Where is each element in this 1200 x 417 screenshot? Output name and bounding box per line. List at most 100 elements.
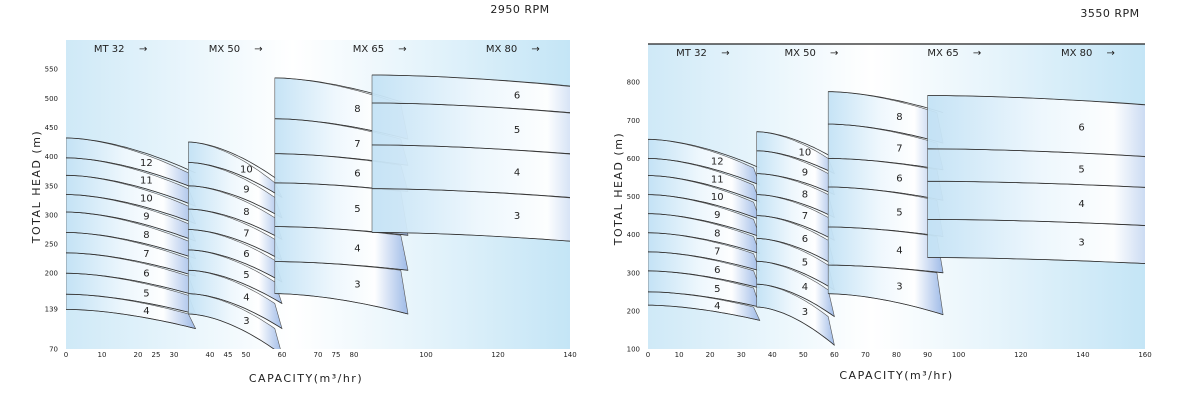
x-tick-label: 30 [737, 351, 746, 359]
series-header-arrow-icon: → [139, 44, 147, 55]
x-tick-label: 70 [314, 351, 323, 359]
mx-65-stage-label: 6 [354, 168, 360, 179]
mt-32-stage-label: 7 [143, 249, 149, 260]
curves-group [66, 74, 570, 349]
x-tick-label: 10 [675, 351, 684, 359]
y-tick-label: 600 [627, 155, 640, 163]
y-tick-label: 800 [627, 79, 640, 87]
mx-65-curve-top [828, 91, 944, 113]
mx-50-curve-10 [756, 150, 835, 174]
y-tick-label: 550 [45, 66, 58, 74]
mx-50-stage-label: 5 [243, 270, 249, 281]
y-tick-label: 500 [627, 193, 640, 201]
mx-65-stage-label: 8 [896, 112, 902, 123]
mx-80-stage-label: 5 [1078, 164, 1084, 175]
mx-50-curve-9 [188, 185, 283, 219]
mx-50-curve-6 [756, 238, 835, 266]
mt-32-curve-5 [648, 291, 760, 308]
mx-50-curve-9 [756, 173, 835, 195]
series-header-mt-32: MT 32 [94, 44, 125, 55]
mx-65-curve-5 [828, 226, 944, 237]
x-tick-label: 70 [861, 351, 870, 359]
mx-80-curve-3 [372, 232, 570, 242]
mt-32-curve-10 [648, 194, 760, 220]
mt-32-stage-label: 5 [143, 289, 149, 300]
x-tick-label: 50 [799, 351, 808, 359]
x-tick-label: 160 [1138, 351, 1151, 359]
chart-2950-rpm: 4 5 6 7 8 9 10 11 12 3 4 5 6 7 8 9 10 3 4 5 6 7 8 3 4 5 6 70 139 200 2… [30, 3, 577, 385]
mx-50-curve-8 [756, 194, 835, 218]
mx-50-stage-label: 7 [243, 228, 249, 239]
mt-32-curve-top [648, 138, 760, 169]
mx-50-stage-label: 4 [802, 282, 808, 293]
mt-32-stage-label: 12 [140, 158, 153, 169]
x-tick-label: 30 [170, 351, 179, 359]
series-header-mx-80: MX 80 [486, 44, 517, 55]
rpm-label: 3550 RPM [1080, 7, 1139, 20]
y-tick-label: 100 [627, 346, 640, 354]
mx-65-stage-label: 7 [896, 144, 902, 155]
mx-50-stage-label: 3 [243, 316, 249, 327]
x-tick-label: 60 [830, 351, 839, 359]
mx-50-curve-7 [188, 229, 283, 261]
mt-32-curve-4 [66, 309, 196, 329]
mt-32-curve-8 [66, 232, 196, 259]
mx-80-curve-3 [927, 257, 1145, 264]
mt-32-curve-6 [66, 272, 196, 296]
mx-65-curve-8 [828, 123, 944, 144]
series-header-arrow-icon: → [830, 48, 838, 59]
curves-group [648, 91, 1145, 346]
x-tick-label: 75 [332, 351, 341, 359]
y-axis-title: TOTAL HEAD (m) [30, 130, 43, 244]
mx-80-curve-4 [927, 219, 1145, 226]
mx-50-stage-label: 9 [802, 167, 808, 178]
y-tick-label: 500 [45, 95, 58, 103]
x-axis-title: CAPACITY(m³/hr) [249, 372, 363, 385]
mt-32-stage-label: 4 [714, 301, 720, 312]
series-header-arrow-icon: → [398, 44, 406, 55]
x-tick-label: 80 [350, 351, 359, 359]
x-tick-label: 140 [563, 351, 576, 359]
mx-65-curve-6 [828, 186, 944, 201]
y-tick-label: 200 [627, 307, 640, 315]
x-tick-label: 80 [892, 351, 901, 359]
chart-3550-rpm: 4 5 6 7 8 9 10 11 12 3 4 5 6 7 8 9 10 3 4 5 6 7 8 3 4 5 6 100 200 300… [600, 0, 1200, 417]
mx-65-curve-4 [274, 261, 409, 271]
x-tick-label: 120 [1014, 351, 1027, 359]
mt-32-stage-label: 11 [140, 176, 153, 187]
x-tick-label: 20 [706, 351, 715, 359]
mx-50-curve-4 [188, 293, 283, 329]
mx-50-curve-top [188, 141, 283, 184]
mx-50-stage-label: 4 [243, 293, 249, 304]
mx-50-curve-7 [756, 215, 835, 241]
mx-50-curve-8 [188, 208, 283, 240]
mx-80-stage-label: 3 [1078, 237, 1084, 248]
mx-80-curve-5 [371, 144, 570, 155]
mx-65-stage-label: 3 [896, 281, 902, 292]
mx-50-curve-10 [188, 162, 283, 198]
series-header-mx-65: MX 65 [353, 44, 384, 55]
mt-32-stage-label: 8 [143, 230, 149, 241]
mx-80-stage-label: 3 [514, 211, 520, 222]
mx-50-stage-label: 5 [802, 258, 808, 269]
mx-65-stage-label: 5 [354, 204, 360, 215]
mx-65-stage-label: 8 [354, 104, 360, 115]
series-header-mx-50: MX 50 [785, 48, 816, 59]
mx-80-curve-4 [372, 188, 570, 198]
x-tick-label: 120 [491, 351, 504, 359]
x-tick-label: 40 [768, 351, 777, 359]
chart-2950-rpm-svg: 4567891011123456789103456783456701392002… [30, 3, 577, 385]
mt-32-curve-top [66, 137, 196, 174]
mt-32-stage-label: 9 [143, 212, 149, 223]
x-tick-label: 140 [1076, 351, 1089, 359]
mt-32-curve-7 [648, 251, 760, 272]
mt-32-curve-11 [66, 174, 196, 207]
mx-80-stage-label: 4 [1078, 199, 1084, 210]
mx-65-curve-3 [274, 293, 409, 315]
mt-32-stage-label: 6 [714, 265, 720, 276]
mx-65-stage-label: 7 [354, 139, 360, 150]
series-header-mx-80: MX 80 [1061, 48, 1092, 59]
mx-65-stage-label: 6 [896, 174, 902, 185]
y-tick-label: 700 [627, 117, 640, 125]
chart-3550-rpm-svg: 4567891011123456789103456783456100200300… [612, 7, 1152, 382]
